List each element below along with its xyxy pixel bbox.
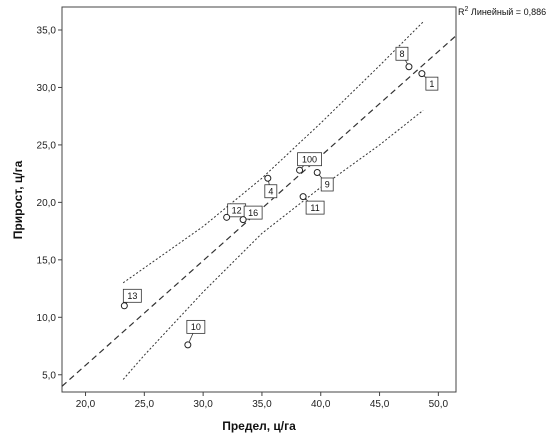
- r-squared-superscript: 2: [465, 6, 469, 13]
- data-point: [184, 341, 192, 349]
- point-label-box: [186, 319, 206, 334]
- r-squared-prefix: R: [458, 7, 465, 17]
- point-label: 11: [310, 203, 319, 213]
- y-tick-label: 5,0: [42, 370, 56, 381]
- data-point: [418, 70, 426, 78]
- point-label: 10: [191, 322, 201, 332]
- point-label: 9: [325, 180, 330, 190]
- y-tick-label: 30,0: [37, 83, 57, 94]
- r-squared-annotation: R2 Линейный = 0,886: [458, 6, 546, 17]
- confidence-band-layer: [122, 21, 424, 380]
- data-point: [313, 168, 321, 176]
- data-point: [405, 63, 413, 71]
- point-label-box: [305, 200, 325, 215]
- x-tick-label: 50,0: [429, 399, 449, 410]
- point-label: 1: [429, 79, 434, 89]
- point-label: 4: [268, 186, 273, 196]
- point-label-box: [320, 177, 334, 192]
- point-label-box: [243, 205, 263, 220]
- x-tick-label: 40,0: [311, 399, 331, 410]
- data-points-layer: 13 10 12 16 4 100 11 9 8 1: [120, 46, 439, 349]
- point-label-box: [122, 288, 142, 303]
- y-tick-label: 20,0: [37, 198, 57, 209]
- x-tick-label: 35,0: [252, 399, 272, 410]
- point-label-box: [425, 76, 439, 91]
- point-label: 16: [248, 208, 258, 218]
- x-tick-label: 20,0: [76, 399, 96, 410]
- data-point: [264, 174, 272, 182]
- r-squared-text: Линейный = 0,886: [468, 7, 546, 17]
- x-tick-label: 45,0: [370, 399, 390, 410]
- point-label-box: [395, 46, 409, 61]
- x-axis-title: Предел, ц/га: [222, 419, 296, 433]
- y-tick-label: 35,0: [37, 25, 57, 36]
- ci-lower-line: [122, 110, 424, 380]
- x-tick-label: 30,0: [193, 399, 213, 410]
- point-label: 100: [302, 154, 317, 164]
- x-tick-label: 25,0: [135, 399, 155, 410]
- point-label: 12: [232, 206, 242, 216]
- point-label-box: [297, 152, 322, 167]
- point-label-box: [264, 184, 278, 199]
- y-tick-label: 10,0: [37, 313, 57, 324]
- plot-area: [61, 6, 457, 393]
- point-label: 13: [127, 291, 137, 301]
- data-point: [239, 216, 247, 224]
- data-point: [299, 193, 307, 201]
- ci-upper-line: [122, 21, 424, 284]
- data-point: [120, 302, 128, 310]
- point-label: 8: [399, 49, 404, 59]
- y-axis-ticks: 5,0 10,0 15,0 20,0 25,0 30,0 35,0: [37, 25, 62, 381]
- data-point: [223, 213, 231, 221]
- data-point: [296, 166, 304, 174]
- y-axis-title: Прирост, ц/га: [11, 160, 25, 239]
- y-tick-label: 15,0: [37, 255, 57, 266]
- x-axis-ticks: 20,0 25,0 30,0 35,0 40,0 45,0 50,0: [76, 392, 449, 410]
- y-tick-label: 25,0: [37, 140, 57, 151]
